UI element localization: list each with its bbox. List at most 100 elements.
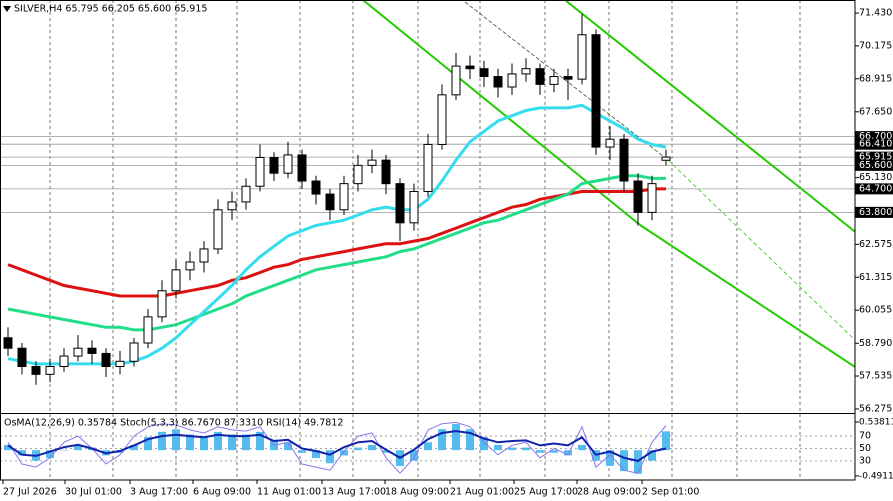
y-tick-label: 60.055 (859, 305, 892, 316)
channel-line (564, 0, 893, 263)
candle-body (633, 180, 643, 213)
candle-body (409, 190, 419, 224)
channel-line (639, 224, 893, 393)
osma-bar (158, 431, 166, 451)
osma-bar (340, 450, 348, 456)
candle-body (269, 157, 279, 174)
candle-body (213, 209, 223, 250)
candle-body (549, 76, 559, 85)
level-label: 66.700 (859, 131, 892, 142)
chart-title: SILVER,H4 65.795 66.205 65.600 65.915 (14, 4, 207, 15)
osma-bar (564, 450, 572, 456)
candle-body (619, 138, 629, 182)
osma-bar (438, 429, 446, 451)
plot (0, 13, 855, 475)
candle-body (17, 347, 27, 368)
osma-bar (284, 442, 292, 451)
y-tick-label: 62.575 (859, 239, 892, 250)
candle-body (283, 154, 293, 174)
osma-bar (508, 447, 516, 451)
candle-body (381, 159, 391, 185)
channel-line (362, 0, 641, 226)
candle-body (101, 352, 111, 368)
osma-bar (326, 450, 334, 464)
moving-average (7, 174, 666, 332)
osma-bar (130, 444, 138, 451)
osma-bar (662, 431, 670, 451)
y-tick-label: 56.275 (859, 403, 892, 414)
osma-bar (4, 444, 12, 451)
candle-body (143, 316, 153, 344)
candle-body (45, 366, 55, 375)
osma-bar (186, 434, 194, 451)
y-tick-label: 68.915 (859, 73, 892, 84)
oscillator-title: OsMA(12,26,9) 0.35784 Stoch(5,3,3) 86.76… (4, 418, 343, 429)
osma-bar (242, 434, 250, 451)
osma-bar (606, 450, 614, 466)
level-box (855, 183, 893, 195)
candle-body (325, 193, 335, 211)
osma-bar (550, 450, 558, 453)
osma-bar (410, 450, 418, 461)
osma-bar (536, 450, 544, 453)
x-tick-label: 11 Aug 01:00 (257, 487, 321, 498)
x-tick-label: 18 Aug 09:00 (385, 487, 449, 498)
x-tick-label: 6 Aug 09:00 (193, 487, 251, 498)
x-tick-label: 27 Jul 2026 (3, 487, 57, 498)
level-label: 65.600 (859, 160, 892, 171)
osma-bar (74, 444, 82, 451)
osma-bar (298, 450, 306, 453)
candle-body (255, 157, 265, 187)
osc-tick-label: 70 (859, 431, 871, 442)
level-label: 64.700 (859, 183, 892, 194)
candle-body (423, 143, 433, 192)
y-tick-label: 67.650 (859, 106, 892, 117)
candle-body (521, 68, 531, 75)
level-label: 63.800 (859, 207, 892, 218)
level-box (855, 151, 893, 163)
candle-body (59, 355, 69, 368)
stoch-line (7, 421, 667, 475)
candle-body (115, 360, 125, 368)
candle-body (199, 248, 209, 263)
osma-bar (634, 450, 642, 474)
candle-body (87, 347, 97, 354)
candle-body (171, 269, 181, 292)
osc-tick-label: 50 (859, 443, 871, 454)
candle-body (577, 34, 587, 80)
level-label: 65.915 (859, 152, 892, 163)
osma-bar (424, 442, 432, 451)
osc-tick-label: 30 (859, 455, 871, 466)
osma-bar (382, 450, 390, 453)
osma-bar (60, 450, 68, 451)
osma-bar (578, 444, 586, 451)
level-box (855, 138, 893, 150)
osma-bar (648, 450, 656, 461)
x-tick-label: 3 Aug 17:00 (130, 487, 188, 498)
candle-body (31, 366, 41, 375)
channel (362, 0, 893, 393)
candle-body (535, 68, 545, 85)
candle-body (465, 65, 475, 70)
y-tick-label: 57.535 (859, 371, 892, 382)
candle-body (479, 68, 489, 78)
x-tick-label: 25 Aug 17:00 (514, 487, 578, 498)
candle-body (437, 94, 447, 145)
moving-average (7, 187, 666, 298)
x-tick-label: 2 Sep 01:00 (642, 487, 699, 498)
osma-bar (494, 444, 502, 451)
frame (0, 0, 856, 481)
level-box (855, 131, 893, 143)
axis: 71.430 70.175 68.915 67.650 65.130 62.575 61.3… (855, 8, 893, 481)
osma-bar (46, 450, 54, 459)
y-tick-label: 58.790 (859, 338, 892, 349)
candle-body (185, 261, 195, 271)
candle-body (563, 76, 573, 80)
y-tick-label: 61.315 (859, 272, 892, 283)
candle-body (647, 183, 657, 213)
candle-body (367, 159, 377, 166)
osma-bar (214, 431, 222, 451)
osma-bar (256, 431, 264, 451)
